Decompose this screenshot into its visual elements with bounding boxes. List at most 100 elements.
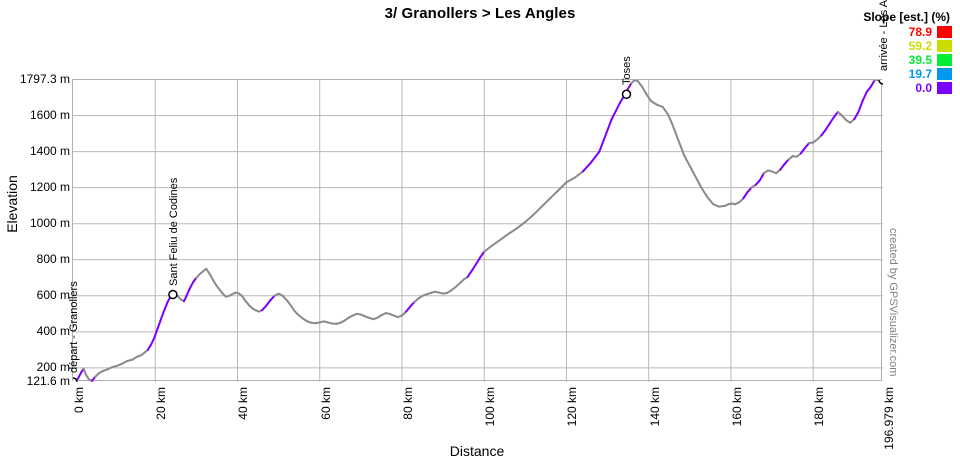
profile-segment <box>150 336 156 346</box>
legend-color-swatch <box>937 53 952 66</box>
x-tick-label: 20 km <box>154 387 169 420</box>
waypoint-markers <box>73 80 883 382</box>
legend-rows: 78.9 59.2 39.5 19.7 0.0 <box>824 24 952 95</box>
profile-segment <box>602 128 609 142</box>
profile-segment <box>832 110 839 119</box>
profile-segment <box>857 100 864 113</box>
profile-segment <box>261 304 268 312</box>
x-tick-label: 100 km <box>483 387 498 427</box>
profile-segment <box>754 179 761 186</box>
legend-color-swatch <box>937 39 952 52</box>
profile-segment <box>470 263 477 272</box>
legend-entry: 78.9 <box>824 24 952 39</box>
profile-segment <box>820 128 827 137</box>
profile-segment <box>185 287 191 297</box>
profile-segment <box>573 170 584 179</box>
profile-segment <box>853 110 860 121</box>
profile-segment <box>409 301 416 308</box>
profile-segment <box>670 121 677 135</box>
waypoint-marker <box>621 89 632 100</box>
profile-segment <box>581 161 593 173</box>
x-tick-label: 60 km <box>318 387 333 420</box>
y-tick-label: 800 m <box>36 251 70 266</box>
profile-segment <box>779 163 786 171</box>
profile-segment <box>205 267 211 275</box>
waypoint-marker <box>878 80 883 85</box>
profile-segment <box>265 299 272 307</box>
profile-segment <box>783 158 790 166</box>
profile-segment <box>474 256 482 266</box>
profile-segment <box>540 197 552 208</box>
gridlines <box>73 80 883 382</box>
profile-segment <box>637 80 644 88</box>
profile-segment <box>666 112 673 124</box>
profile-segment <box>742 191 749 200</box>
profile-segment <box>532 205 543 216</box>
profile-segment <box>614 101 621 113</box>
profile-segment <box>824 122 831 131</box>
profile-segment <box>865 85 872 94</box>
profile-segment <box>641 85 648 95</box>
profile-line <box>73 80 883 382</box>
profile-segment <box>557 181 568 192</box>
waypoint-marker <box>168 289 178 300</box>
legend-color-swatch <box>937 25 952 38</box>
profile-segment <box>758 172 765 182</box>
profile-segment <box>840 114 848 122</box>
profile-segment <box>479 250 486 259</box>
profile-segment <box>516 220 527 230</box>
profile-segment <box>565 176 576 184</box>
legend-entry: 0.0 <box>824 81 952 95</box>
plot-area <box>72 79 883 382</box>
profile-segment <box>627 82 633 90</box>
legend-color-swatch <box>937 67 952 80</box>
profile-segment <box>598 139 605 153</box>
profile-segment <box>159 309 166 321</box>
profile-segment <box>661 105 669 115</box>
waypoint-marker <box>73 377 78 382</box>
profile-segment <box>674 132 681 146</box>
legend-color-swatch <box>937 81 952 94</box>
page-title: 3/ Granollers > Les Angles <box>384 5 576 22</box>
profile-segment <box>645 92 653 103</box>
profile-segment <box>499 232 510 241</box>
profile-segment <box>153 327 159 339</box>
x-tick-label: 160 km <box>729 387 744 427</box>
profile-segment <box>289 304 297 313</box>
profile-segment <box>799 146 806 155</box>
x-tick-label: 180 km <box>812 387 827 427</box>
profile-segment <box>861 91 868 103</box>
profile-segment <box>694 175 703 189</box>
credit-text: created by GPSVisualizer.com <box>887 228 899 377</box>
legend-value: 19.7 <box>908 66 932 81</box>
profile-segment <box>285 299 292 307</box>
y-tick-label: 1797.3 m <box>19 72 70 86</box>
y-tick-label: 1200 m <box>29 179 70 194</box>
profile-segment <box>610 110 617 121</box>
profile-segment <box>706 195 714 205</box>
legend-title: Slope [est.] (%) <box>863 10 950 24</box>
profile-segment <box>590 150 601 164</box>
x-tick-label: 120 km <box>565 387 580 427</box>
y-axis-title: Elevation <box>4 175 20 233</box>
profile-segment <box>405 305 412 313</box>
profile-segment <box>746 186 753 194</box>
profile-svg <box>73 80 883 382</box>
y-tick-label: 200 m <box>36 359 70 374</box>
profile-segment <box>711 202 720 208</box>
profile-segment <box>688 165 697 178</box>
x-tick-label: 80 km <box>400 387 415 420</box>
y-tick-label: 1000 m <box>29 215 70 230</box>
profile-segment <box>466 269 473 278</box>
profile-segment <box>606 118 613 131</box>
legend-value: 39.5 <box>908 52 932 67</box>
legend-value: 78.9 <box>908 24 932 39</box>
profile-segment <box>650 100 658 106</box>
waypoint-label: Sant Feliu de Codines <box>167 177 180 286</box>
profile-segment <box>549 189 560 200</box>
profile-segment <box>188 281 195 290</box>
profile-segment <box>655 103 664 108</box>
x-tick-label: 0 km <box>72 387 86 414</box>
profile-segment <box>524 213 535 223</box>
